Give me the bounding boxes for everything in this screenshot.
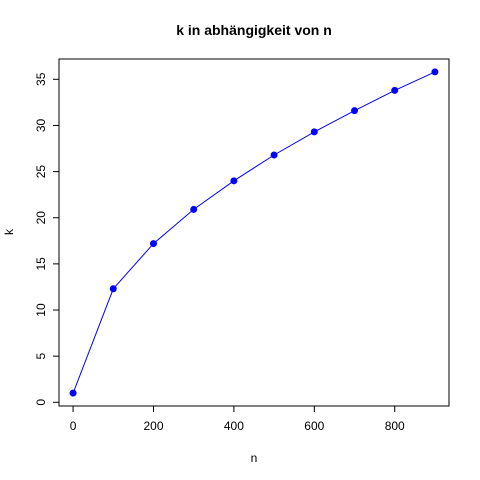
- data-point: [270, 151, 278, 159]
- data-point: [190, 205, 198, 213]
- y-tick-label: 15: [34, 257, 48, 271]
- y-tick-label: 10: [34, 303, 48, 317]
- data-point: [351, 107, 359, 115]
- y-tick-label: 25: [34, 165, 48, 179]
- plot-frame: [58, 58, 450, 407]
- series-group: [69, 68, 439, 397]
- y-tick-label: 20: [34, 211, 48, 225]
- y-tick-label: 30: [34, 118, 48, 132]
- data-point: [391, 86, 399, 94]
- y-axis-label: k: [2, 228, 16, 235]
- x-tick-label: 400: [224, 419, 244, 433]
- x-axis-label: n: [251, 451, 258, 465]
- data-point: [69, 389, 77, 397]
- data-point: [310, 128, 318, 136]
- x-tick-label: 800: [385, 419, 405, 433]
- y-tick-label: 35: [34, 72, 48, 86]
- data-point: [230, 177, 238, 185]
- y-tick-label: 0: [34, 399, 48, 406]
- y-axis: 0 5 10 15 20 25 30 35: [34, 72, 59, 406]
- x-tick-label: 600: [304, 419, 324, 433]
- x-tick-label: 200: [143, 419, 163, 433]
- chart-title: k in abhängigkeit von n: [176, 22, 332, 38]
- data-point: [109, 285, 117, 293]
- series-line: [72, 71, 436, 394]
- data-point: [431, 68, 439, 76]
- y-tick-label: 5: [34, 353, 48, 360]
- data-point: [149, 240, 157, 248]
- x-axis: 0 200 400 600 800: [70, 406, 405, 433]
- x-tick-label: 0: [70, 419, 77, 433]
